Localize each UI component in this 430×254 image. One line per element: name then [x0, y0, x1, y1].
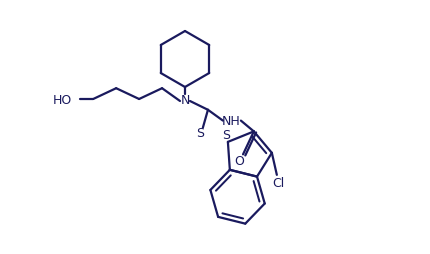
Text: NH: NH	[221, 115, 240, 128]
Text: N: N	[180, 93, 190, 106]
Text: S: S	[196, 127, 204, 140]
Text: HO: HO	[53, 93, 72, 106]
Text: Cl: Cl	[273, 177, 285, 189]
Text: S: S	[222, 129, 230, 142]
Text: O: O	[234, 154, 244, 167]
